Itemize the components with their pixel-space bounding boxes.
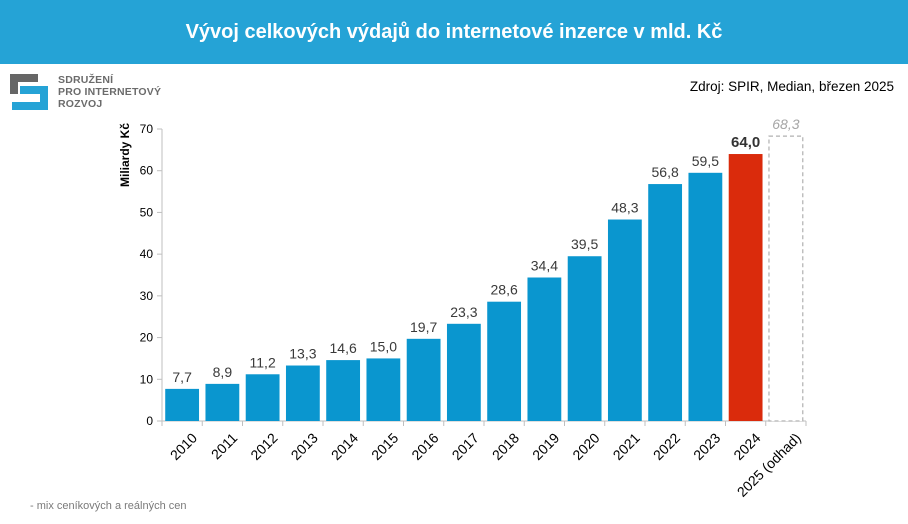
x-category-label: 2011 [208, 430, 241, 463]
bar [245, 374, 280, 421]
data-label: 59,5 [692, 153, 719, 169]
data-label: 19,7 [410, 319, 437, 335]
x-category-label: 2024 [730, 430, 763, 463]
y-tick-label: 50 [140, 205, 154, 219]
x-category-label: 2012 [247, 430, 280, 463]
spir-logo-icon [10, 74, 48, 110]
x-category-label: 2014 [328, 430, 361, 463]
spir-logo: SDRUŽENÍ PRO INTERNETOVÝ ROZVOJ [8, 70, 168, 116]
data-label: 13,3 [289, 346, 316, 362]
logo-text: SDRUŽENÍ PRO INTERNETOVÝ ROZVOJ [58, 74, 161, 110]
data-label: 34,4 [531, 258, 558, 274]
x-category-label: 2018 [489, 430, 522, 463]
y-tick-label: 10 [140, 372, 154, 386]
data-label: 15,0 [370, 338, 397, 354]
x-category-label: 2015 [368, 430, 401, 463]
logo-line-1: SDRUŽENÍ [58, 74, 114, 86]
bar [205, 383, 240, 421]
y-tick-label: 30 [140, 289, 154, 303]
y-axis-label: Miliardy Kč [118, 123, 132, 187]
bar [326, 360, 361, 421]
y-tick-label: 70 [140, 122, 154, 136]
bar [285, 365, 320, 421]
data-label: 48,3 [611, 200, 638, 216]
data-label: 68,3 [772, 116, 799, 132]
bar-highlight [728, 154, 763, 421]
bar [165, 388, 200, 421]
y-tick-label: 40 [140, 247, 154, 261]
x-category-label: 2022 [650, 430, 683, 463]
bar [366, 358, 401, 421]
y-tick-label: 20 [140, 331, 154, 345]
bar [406, 338, 441, 421]
x-category-label: 2023 [690, 430, 723, 463]
data-label: 7,7 [172, 369, 192, 385]
data-label: 28,6 [491, 282, 518, 298]
bar [527, 277, 562, 421]
bar [446, 323, 481, 421]
y-tick-label: 0 [146, 414, 153, 428]
x-category-label: 2013 [288, 430, 321, 463]
x-category-label: 2020 [569, 430, 602, 463]
header-bar: Vývoj celkových výdajů do internetové in… [0, 0, 908, 64]
x-category-label: 2016 [408, 430, 441, 463]
bar-estimate [768, 135, 804, 422]
x-category-label: 2010 [167, 430, 200, 463]
data-label: 8,9 [213, 364, 233, 380]
chart-title: Vývoj celkových výdajů do internetové in… [185, 20, 723, 43]
bar [567, 256, 602, 421]
x-category-label: 2017 [449, 430, 482, 463]
bar [487, 301, 522, 421]
bar [648, 184, 683, 421]
data-label: 11,2 [250, 354, 276, 370]
data-label: 64,0 [731, 134, 760, 151]
data-label: 39,5 [571, 236, 598, 252]
bar [688, 172, 723, 421]
data-label: 14,6 [330, 340, 357, 356]
data-label: 23,3 [450, 304, 477, 320]
bar [607, 219, 642, 421]
data-label: 56,8 [652, 164, 679, 180]
source-note: Zdroj: SPIR, Median, březen 2025 [689, 79, 894, 94]
y-tick-label: 60 [140, 164, 154, 178]
logo-line-2: PRO INTERNETOVÝ [58, 86, 162, 98]
x-category-label: 2021 [610, 430, 643, 463]
logo-line-3: ROZVOJ [58, 98, 103, 110]
x-category-label: 2019 [529, 430, 562, 463]
footnote: - mix ceníkových a reálných cen [30, 500, 187, 512]
